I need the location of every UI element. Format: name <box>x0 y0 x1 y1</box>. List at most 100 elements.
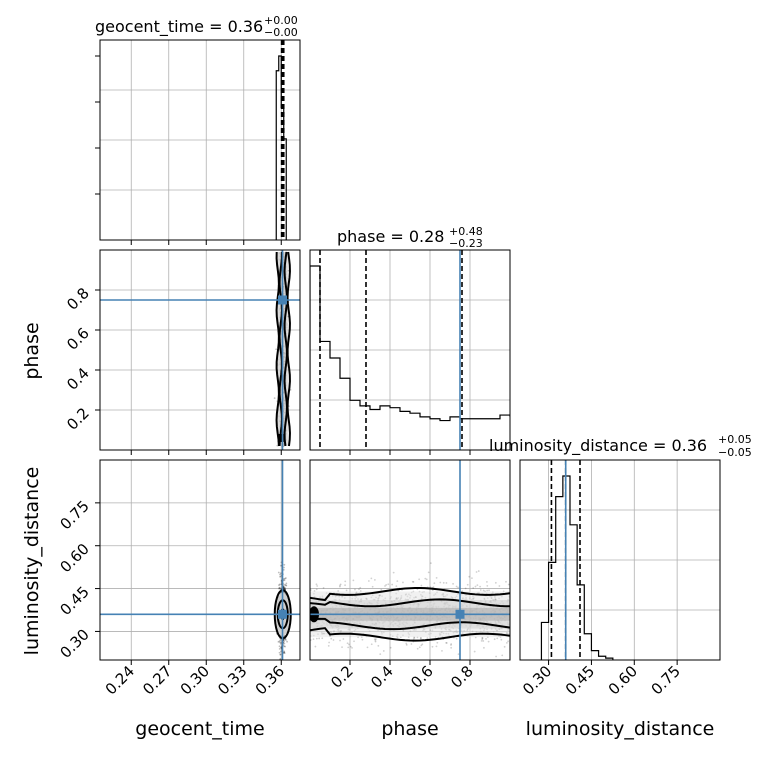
xlabel-phase: phase <box>381 718 438 740</box>
sample-point <box>389 646 392 649</box>
sample-point <box>283 652 286 655</box>
sample-point <box>370 577 373 580</box>
sample-point <box>371 585 374 588</box>
sample-point <box>429 562 432 565</box>
sample-point <box>419 637 422 639</box>
x-tick-label-phase: 0.8 <box>447 662 477 692</box>
y-tick-label-phase: 0.8 <box>63 284 93 314</box>
sample-point <box>284 645 286 648</box>
sample-point <box>284 584 287 586</box>
sample-point <box>285 584 288 587</box>
sample-point <box>279 587 282 590</box>
hist-frame-luminosity_distance <box>519 459 721 661</box>
sample-point <box>507 640 509 643</box>
sample-point <box>283 650 286 653</box>
sample-point <box>402 581 404 584</box>
sample-point <box>455 637 458 640</box>
y-tick-label-luminosity_distance: 0.45 <box>56 583 92 619</box>
sample-point <box>280 575 282 578</box>
sample-point <box>482 640 485 642</box>
sample-point <box>283 586 285 589</box>
sample-point <box>277 571 280 574</box>
sample-point <box>395 585 398 588</box>
sample-point <box>278 640 281 643</box>
y-tick-label-phase: 0.2 <box>63 404 93 434</box>
sample-point <box>278 647 281 650</box>
sample-point <box>379 661 381 663</box>
sample-point <box>427 571 430 574</box>
title-geocent-time-plus: +0.00 <box>264 14 298 27</box>
sample-point <box>385 584 388 586</box>
sample-point <box>418 578 421 581</box>
sample-point <box>496 637 499 640</box>
title-phase: phase = 0.28 <box>337 227 444 246</box>
title-phase-plus: +0.48 <box>449 225 483 238</box>
sample-point <box>344 584 346 587</box>
x-tick-label-luminosity_distance: 0.60 <box>605 662 641 698</box>
title-geocent-time: geocent_time = 0.36 <box>95 17 263 37</box>
sample-point <box>283 587 286 590</box>
sample-point <box>445 641 447 644</box>
sample-point <box>392 571 395 574</box>
x-tick-label-phase: 0.6 <box>407 662 437 692</box>
sample-point <box>283 668 285 670</box>
histogram-phase <box>310 265 510 450</box>
sample-point <box>279 573 281 576</box>
scatter-phase-vs-geocent_time-grid <box>100 250 300 450</box>
sample-point <box>452 582 454 585</box>
sample-point <box>450 646 453 649</box>
title-luminosity-distance-minus: −0.05 <box>718 446 752 459</box>
hist-panel-phase <box>310 250 510 450</box>
sample-point <box>339 585 341 588</box>
sample-point <box>487 640 490 643</box>
sample-point <box>472 587 475 589</box>
sample-point <box>279 641 281 644</box>
sample-point <box>495 655 498 658</box>
contour-line <box>286 251 291 447</box>
sample-point <box>424 577 427 580</box>
sample-point <box>421 643 424 646</box>
x-tick-label-phase: 0.2 <box>327 662 357 692</box>
sample-point <box>353 640 355 643</box>
sample-point <box>493 638 496 641</box>
hist-frame-geocent_time <box>99 39 301 241</box>
sample-point <box>279 575 281 578</box>
sample-point <box>279 564 282 567</box>
y-tick-label-phase: 0.4 <box>63 364 93 394</box>
sample-point <box>347 646 350 649</box>
scatter-luminosity_distance-vs-phase <box>310 460 510 663</box>
truth-marker <box>278 295 287 305</box>
sample-point <box>455 585 458 588</box>
sample-point <box>346 642 349 645</box>
sample-point <box>358 588 360 591</box>
sample-point <box>328 641 331 644</box>
sample-point <box>314 645 317 648</box>
sample-point <box>420 584 423 587</box>
x-tick-label-luminosity_distance: 0.30 <box>519 662 555 698</box>
sample-point <box>339 639 341 642</box>
sample-point <box>500 638 503 641</box>
sample-point <box>450 643 453 645</box>
scatter-luminosity_distance-vs-geocent_time <box>100 460 300 670</box>
scatter-luminosity_distance-vs-phase-frame <box>309 459 511 661</box>
sample-point <box>315 583 318 586</box>
sample-point <box>441 649 443 652</box>
sample-point <box>412 581 415 583</box>
sample-point <box>327 644 330 647</box>
sample-point <box>476 584 479 587</box>
sample-point <box>349 645 352 648</box>
sample-point <box>374 639 377 642</box>
x-tick-label-geocent_time: 0.27 <box>139 662 175 698</box>
sample-point <box>367 580 370 582</box>
sample-point <box>280 650 282 653</box>
sample-point <box>278 651 281 654</box>
sample-point <box>284 638 287 640</box>
sample-point <box>481 637 484 640</box>
sample-point <box>450 644 452 646</box>
sample-point <box>283 645 286 648</box>
sample-point <box>345 589 348 592</box>
sample-point <box>445 582 448 584</box>
sample-point <box>278 587 281 590</box>
sample-point <box>457 586 459 589</box>
sample-point <box>420 637 422 639</box>
